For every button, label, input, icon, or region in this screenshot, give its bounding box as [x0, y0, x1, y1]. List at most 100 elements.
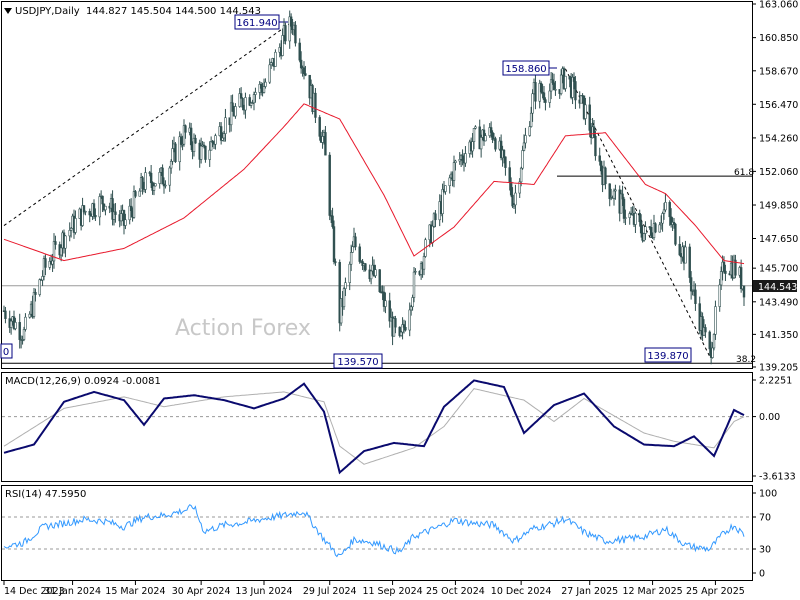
candle-body	[539, 83, 543, 93]
candle-body	[384, 300, 387, 307]
candle-body	[144, 172, 147, 190]
candle-body	[489, 127, 493, 133]
candle-body	[128, 205, 131, 221]
candle-body	[154, 183, 157, 187]
candle-body	[508, 167, 511, 183]
candle-body	[701, 316, 704, 336]
candle-body	[592, 126, 596, 137]
candle-body	[22, 329, 26, 340]
candle-body	[638, 213, 641, 223]
candle-body	[354, 236, 357, 248]
candle-body	[332, 226, 336, 262]
candle-body	[18, 322, 21, 340]
price-series-lines	[3, 103, 745, 265]
candle-body	[689, 277, 693, 292]
macd-tick-label: 2.2251	[759, 376, 792, 387]
svg-text:144.543: 144.543	[758, 282, 797, 293]
candle-body	[351, 246, 354, 253]
candle-body	[81, 205, 84, 226]
candle-body	[409, 306, 413, 311]
candle-body	[321, 136, 324, 143]
candle-body	[239, 93, 243, 99]
candle-body	[454, 160, 457, 163]
candle-body	[318, 117, 321, 137]
svg-text:161.940: 161.940	[236, 18, 277, 29]
candle-body	[584, 104, 587, 119]
candle-body	[568, 75, 571, 80]
candle-body	[149, 172, 153, 184]
date-tick-label: 29 Jul 2024	[303, 586, 357, 597]
candle-body	[281, 35, 284, 56]
candle-body	[4, 310, 7, 319]
candle-body	[171, 148, 174, 162]
candle-body	[178, 136, 181, 163]
candle-body	[431, 225, 434, 244]
price-tick-label: 163.060	[759, 0, 798, 11]
candle-body	[174, 143, 177, 163]
collapse-triangle-icon[interactable]	[4, 8, 12, 14]
date-tick-label: 15 Mar 2024	[105, 586, 165, 597]
rsi-plot: 100 70 30 0	[2, 489, 777, 580]
candle-body	[51, 260, 54, 265]
rsi-tick-label: 70	[759, 513, 771, 524]
candle-body	[658, 224, 661, 233]
candle-body	[499, 140, 503, 159]
candle-body	[541, 91, 544, 94]
date-tick-label: 27 Jan 2025	[561, 586, 618, 597]
candle-body	[529, 112, 533, 127]
candle-body	[711, 347, 714, 358]
candle-body	[348, 263, 351, 283]
candle-body	[119, 213, 123, 222]
date-tick-label: 30 Apr 2024	[172, 586, 231, 597]
price-tick-label: 152.060	[759, 167, 798, 178]
candle-body	[328, 154, 331, 216]
candle-body	[661, 213, 664, 224]
candle-body	[461, 155, 464, 161]
candle-body	[229, 102, 233, 126]
candle-body	[531, 93, 534, 114]
candle-body	[314, 92, 317, 118]
date-tick-label: 31 Jan 2024	[44, 586, 101, 597]
candle-body	[639, 221, 643, 234]
candle-body	[211, 141, 214, 144]
candle-body	[672, 221, 676, 225]
date-tick-label: 14 Dec 2023	[4, 586, 65, 597]
candle-body	[221, 137, 224, 141]
candle-body	[289, 16, 293, 27]
candle-body	[712, 334, 716, 349]
price-tick-label: 145.700	[759, 264, 798, 275]
candle-body	[382, 291, 386, 307]
candle-body	[264, 81, 267, 87]
macd-tick-label: -3.6133	[759, 472, 796, 483]
candle-body	[521, 150, 524, 169]
peak-label-2: 158.860	[502, 60, 550, 76]
date-tick-label: 25 Apr 2025	[686, 586, 745, 597]
candle-body	[208, 149, 211, 160]
candle-body	[434, 213, 437, 221]
candle-body	[158, 171, 161, 184]
candle-body	[619, 193, 623, 214]
candle-body	[54, 241, 57, 245]
candle-body	[742, 285, 746, 298]
candle-body	[522, 142, 526, 151]
macd-line	[3, 379, 745, 475]
candle-body	[579, 95, 583, 104]
candle-body	[74, 218, 77, 233]
candle-body	[28, 313, 31, 318]
candle-body	[474, 126, 477, 129]
candle-body	[59, 247, 63, 256]
candle-body	[484, 135, 487, 142]
candle-body	[194, 137, 197, 144]
candle-body	[249, 102, 253, 106]
candle-body	[574, 81, 577, 101]
candle-body	[251, 102, 254, 104]
price-candles	[2, 10, 746, 365]
candle-body	[549, 79, 553, 92]
candle-body	[69, 227, 73, 231]
candle-body	[588, 104, 591, 131]
candle-body	[674, 223, 677, 245]
candle-body	[399, 331, 403, 336]
date-tick-label: 10 Dec 2024	[491, 586, 552, 597]
